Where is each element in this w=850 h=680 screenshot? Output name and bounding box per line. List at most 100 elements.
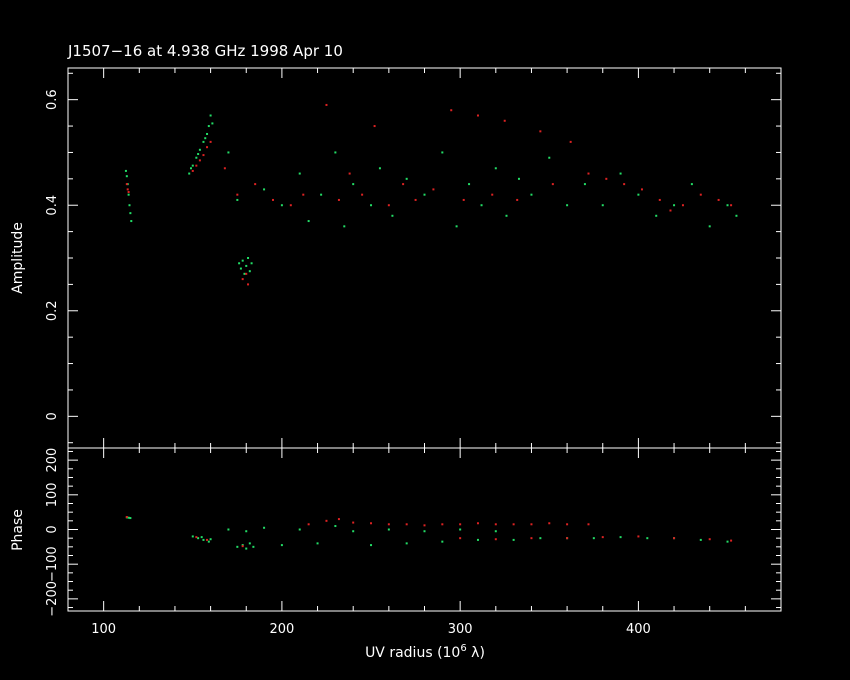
data-point-green bbox=[197, 153, 200, 156]
data-point-green bbox=[241, 259, 244, 262]
data-point-green bbox=[459, 528, 462, 531]
data-point-red bbox=[432, 188, 435, 191]
x-axis-label-sup: 6 bbox=[460, 643, 466, 654]
data-point-red bbox=[209, 140, 212, 143]
x-tick-label: 200 bbox=[269, 622, 294, 637]
data-point-green bbox=[352, 183, 355, 186]
data-point-red bbox=[494, 538, 497, 541]
data-point-green bbox=[263, 188, 266, 191]
plot-frame bbox=[67, 447, 782, 612]
data-point-red bbox=[127, 191, 130, 194]
data-point-green bbox=[334, 151, 337, 154]
data-point-red bbox=[605, 177, 608, 180]
y-tick-label: 0.4 bbox=[45, 195, 60, 216]
x-axis-label-end: λ) bbox=[467, 645, 485, 661]
data-point-red bbox=[450, 109, 453, 112]
data-point-green bbox=[197, 537, 200, 540]
data-point-green bbox=[455, 225, 458, 228]
data-point-red bbox=[623, 183, 626, 186]
data-point-green bbox=[204, 137, 207, 140]
data-point-green bbox=[530, 193, 533, 196]
data-point-green bbox=[423, 530, 426, 533]
data-point-red bbox=[254, 183, 257, 186]
data-point-green bbox=[191, 164, 194, 167]
data-point-green bbox=[423, 193, 426, 196]
data-point-red bbox=[352, 521, 355, 524]
data-point-green bbox=[539, 537, 542, 540]
data-point-red bbox=[289, 204, 292, 207]
data-point-red bbox=[462, 198, 465, 201]
data-point-green bbox=[494, 530, 497, 533]
x-tick-label: 100 bbox=[91, 622, 116, 637]
x-tick-label: 300 bbox=[448, 622, 473, 637]
data-point-green bbox=[690, 183, 693, 186]
data-point-green bbox=[343, 225, 346, 228]
data-point-green bbox=[316, 542, 319, 545]
data-point-green bbox=[189, 167, 192, 170]
data-point-green bbox=[130, 220, 133, 223]
data-point-green bbox=[280, 544, 283, 547]
data-point-green bbox=[129, 517, 132, 520]
data-point-green bbox=[601, 204, 604, 207]
data-point-green bbox=[378, 167, 381, 170]
data-point-green bbox=[726, 204, 729, 207]
data-point-green bbox=[592, 537, 595, 540]
data-point-green bbox=[236, 545, 239, 548]
data-point-red bbox=[699, 193, 702, 196]
y-tick-label: −200 bbox=[45, 581, 60, 617]
data-point-green bbox=[646, 537, 649, 540]
data-point-red bbox=[370, 522, 373, 525]
data-point-green bbox=[280, 204, 283, 207]
data-point-green bbox=[248, 270, 251, 273]
data-point-green bbox=[252, 545, 255, 548]
data-point-green bbox=[391, 214, 394, 217]
data-point-green bbox=[127, 193, 130, 196]
data-point-red bbox=[730, 539, 733, 542]
data-point-green bbox=[637, 193, 640, 196]
data-point-green bbox=[209, 114, 212, 117]
data-point-green bbox=[334, 525, 337, 528]
amplitude-panel: 0 0.2 0.4 0.6 bbox=[45, 67, 782, 449]
data-point-green bbox=[236, 198, 239, 201]
x-axis-label: UV radius (106 λ) bbox=[365, 643, 485, 661]
data-point-red bbox=[245, 272, 248, 275]
x-axis-label-main: UV radius (10 bbox=[365, 645, 460, 661]
data-point-green bbox=[209, 538, 212, 541]
data-point-red bbox=[530, 537, 533, 540]
data-point-green bbox=[726, 540, 729, 543]
data-point-green bbox=[352, 530, 355, 533]
y-tick-label: 100 bbox=[45, 482, 60, 507]
data-point-green bbox=[298, 528, 301, 531]
data-point-red bbox=[195, 164, 198, 167]
y-tick-label: 0 bbox=[45, 412, 60, 420]
data-point-green bbox=[247, 257, 250, 259]
data-point-green bbox=[211, 122, 214, 125]
data-point-red bbox=[271, 198, 274, 201]
data-point-green bbox=[735, 214, 738, 217]
data-point-green bbox=[370, 544, 373, 547]
data-point-green bbox=[200, 536, 203, 539]
data-point-red bbox=[337, 198, 340, 201]
data-point-green bbox=[198, 148, 201, 151]
data-point-red bbox=[512, 523, 515, 526]
data-point-green bbox=[250, 262, 253, 265]
data-point-green bbox=[655, 214, 658, 217]
data-point-green bbox=[517, 177, 520, 180]
data-point-green bbox=[494, 167, 497, 170]
data-point-red bbox=[307, 523, 310, 526]
data-point-red bbox=[548, 522, 551, 525]
chart-title: J1507−16 at 4.938 GHz 1998 Apr 10 bbox=[68, 42, 343, 60]
data-point-red bbox=[387, 204, 390, 207]
data-point-red bbox=[566, 523, 569, 526]
data-point-red bbox=[569, 140, 572, 143]
data-point-red bbox=[587, 172, 590, 175]
amplitude-axis-label: Amplitude bbox=[10, 222, 26, 294]
data-point-red bbox=[223, 167, 226, 170]
data-point-green bbox=[191, 535, 194, 538]
data-point-red bbox=[459, 523, 462, 526]
data-point-red bbox=[198, 159, 201, 162]
data-point-green bbox=[239, 267, 242, 270]
data-point-red bbox=[717, 198, 720, 201]
data-point-green bbox=[202, 538, 205, 541]
data-point-green bbox=[128, 204, 131, 207]
